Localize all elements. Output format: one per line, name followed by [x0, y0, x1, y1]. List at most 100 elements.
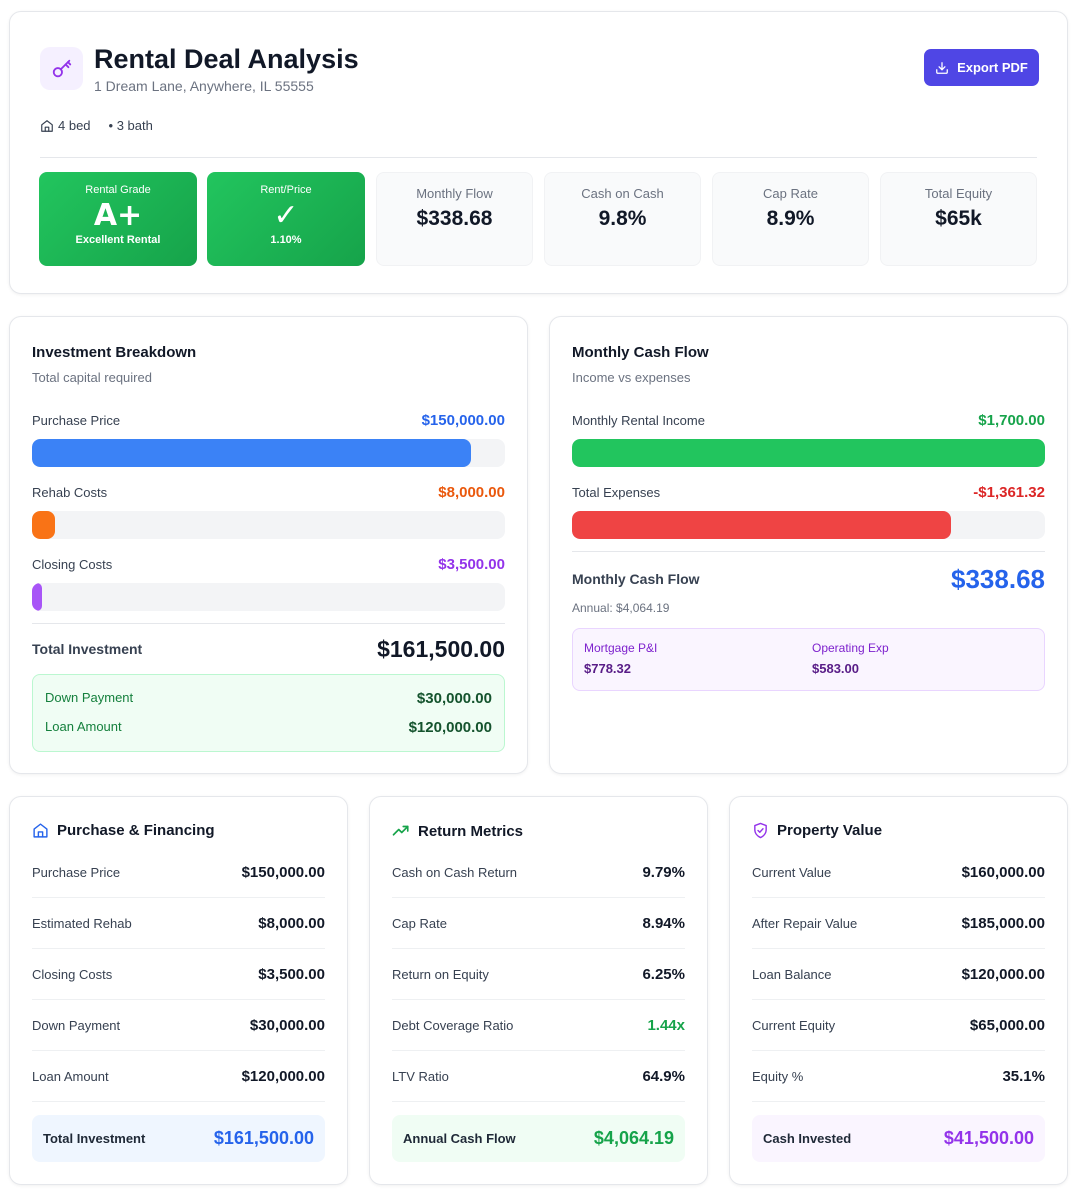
key-icon	[52, 59, 71, 77]
download-icon	[936, 61, 948, 74]
total-expenses-value: -$1,361.32	[973, 484, 1045, 501]
table-row: Down Payment $30,000.00	[32, 1000, 325, 1051]
purchase-price-bar-fill	[32, 439, 472, 467]
table-row: Loan Balance $120,000.00	[752, 949, 1045, 1000]
checkmark-icon: ✓	[273, 198, 299, 233]
property-address: 1 Dream Lane, Anywhere, IL 55555	[94, 78, 314, 94]
row-label: Return on Equity	[392, 966, 489, 982]
row-value: $150,000.00	[241, 863, 325, 881]
baths-count: • 3 bath	[108, 118, 153, 133]
down-payment-value: $30,000.00	[416, 690, 492, 707]
row-label: Purchase Price	[32, 864, 121, 880]
row-value: $3,500.00	[258, 965, 325, 983]
row-label: Equity %	[752, 1068, 804, 1084]
total-investment-footer: Total Investment $161,500.00	[32, 1115, 325, 1162]
table-row: Current Value $160,000.00	[752, 847, 1045, 898]
table-row: Equity % 35.1%	[752, 1051, 1045, 1102]
closing-costs-value: $3,500.00	[438, 556, 505, 573]
card-subtitle: Income vs expenses	[572, 370, 691, 385]
rehab-costs-bar-fill	[32, 511, 56, 539]
card-title-text: Return Metrics	[418, 822, 524, 840]
table-row: Closing Costs $3,500.00	[32, 949, 325, 1000]
rehab-costs-bar	[32, 511, 505, 539]
metric-monthly-flow: Monthly Flow $338.68	[376, 172, 533, 266]
table-row: After Repair Value $185,000.00	[752, 898, 1045, 949]
metric-cap-rate: Cap Rate 8.9%	[712, 172, 869, 266]
row-value: 9.79%	[642, 863, 685, 881]
table-row: Loan Amount $120,000.00	[32, 1051, 325, 1102]
row-value: 6.25%	[642, 965, 685, 983]
home-icon	[41, 119, 53, 132]
baths-spec: • 3 bath	[109, 118, 153, 133]
closing-costs-bar	[32, 583, 505, 611]
shield-check-icon	[754, 822, 767, 839]
cash-invested-footer: Cash Invested $41,500.00	[752, 1115, 1045, 1162]
mortgage-value: $778.32	[584, 661, 631, 676]
rental-income-value: $1,700.00	[978, 412, 1045, 429]
closing-costs-label: Closing Costs	[32, 557, 113, 572]
row-value: $65,000.00	[969, 1016, 1045, 1034]
rental-income-bar	[572, 439, 1045, 467]
card-title: Monthly Cash Flow	[572, 344, 709, 361]
row-label: Current Equity	[752, 1017, 836, 1033]
trending-up-icon	[392, 825, 409, 836]
opex-col: Operating Exp $583.00	[812, 641, 889, 676]
row-label: Loan Balance	[752, 966, 832, 982]
total-expenses-label: Total Expenses	[572, 485, 661, 500]
metric-value: $338.68	[416, 207, 493, 230]
grade-value: A+	[93, 198, 143, 233]
row-value: 35.1%	[1002, 1067, 1045, 1085]
home-icon	[33, 823, 48, 838]
rent-price-value: 1.10%	[270, 234, 302, 246]
table-row: Cap Rate 8.94%	[392, 898, 685, 949]
purchase-price-bar	[32, 439, 505, 467]
total-investment-label: Total Investment	[32, 641, 143, 657]
card-title: Purchase & Financing	[32, 822, 215, 839]
card-title: Investment Breakdown	[32, 344, 197, 361]
metric-label: Monthly Flow	[416, 186, 493, 201]
card-title-text: Purchase & Financing	[57, 822, 215, 839]
down-payment-row: Down Payment $30,000.00	[45, 690, 492, 707]
monthly-cash-flow-card: Monthly Cash Flow Income vs expenses Mon…	[549, 316, 1068, 774]
row-label: Down Payment	[32, 1017, 121, 1033]
footer-label: Total Investment	[43, 1131, 146, 1146]
table-row: Current Equity $65,000.00	[752, 1000, 1045, 1051]
loan-amount-label: Loan Amount	[45, 719, 122, 734]
row-label: Debt Coverage Ratio	[392, 1017, 514, 1033]
card-title: Property Value	[752, 822, 882, 839]
card-title: Return Metrics	[392, 822, 523, 840]
table-row: Return on Equity 6.25%	[392, 949, 685, 1000]
card-title-text: Property Value	[777, 822, 883, 839]
table-row: Estimated Rehab $8,000.00	[32, 898, 325, 949]
property-specs: 4 bed • 3 bath	[40, 118, 153, 133]
footer-value: $41,500.00	[943, 1128, 1034, 1148]
card-subtitle: Total capital required	[32, 370, 152, 385]
purchase-financing-card: Purchase & Financing Purchase Price $150…	[9, 796, 348, 1185]
table-row: LTV Ratio 64.9%	[392, 1051, 685, 1102]
total-expenses-bar	[572, 511, 1045, 539]
metric-label: Total Equity	[924, 186, 993, 201]
divider	[572, 551, 1045, 552]
export-pdf-label: Export PDF	[957, 60, 1028, 75]
row-label: Estimated Rehab	[32, 915, 132, 931]
metric-cash-on-cash: Cash on Cash 9.8%	[544, 172, 701, 266]
metric-label: Cap Rate	[763, 186, 818, 201]
rent-price-label: Rent/Price	[260, 184, 312, 196]
footer-value: $161,500.00	[213, 1128, 314, 1148]
table-row: Debt Coverage Ratio 1.44x	[392, 1000, 685, 1051]
rental-income-label: Monthly Rental Income	[572, 413, 705, 428]
purchase-price-label: Purchase Price	[32, 413, 121, 428]
row-value: $160,000.00	[961, 863, 1045, 881]
opex-label: Operating Exp	[812, 641, 889, 655]
row-label: LTV Ratio	[392, 1068, 449, 1084]
row-label: Current Value	[752, 864, 832, 880]
row-label: Cash on Cash Return	[392, 864, 518, 880]
return-metrics-card: Return Metrics Cash on Cash Return 9.79%…	[369, 796, 708, 1185]
grade-sub: Excellent Rental	[75, 234, 161, 246]
down-payment-label: Down Payment	[45, 690, 134, 705]
annual-cash-flow-footer: Annual Cash Flow $4,064.19	[392, 1115, 685, 1162]
export-pdf-button[interactable]: Export PDF	[924, 49, 1039, 86]
deal-header-card: Rental Deal Analysis 1 Dream Lane, Anywh…	[9, 11, 1068, 294]
opex-value: $583.00	[812, 661, 859, 676]
rent-price-tile: Rent/Price ✓ 1.10%	[207, 172, 365, 266]
